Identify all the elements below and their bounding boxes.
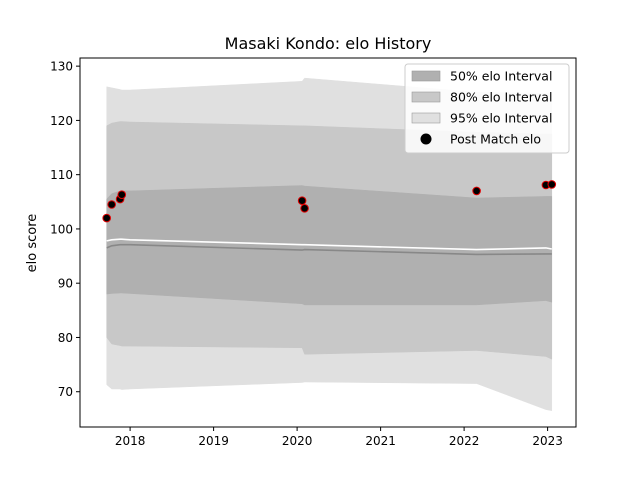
post-match-elo-point bbox=[117, 190, 127, 199]
y-tick-label: 80 bbox=[58, 331, 73, 345]
y-tick-label: 70 bbox=[58, 385, 73, 399]
y-tick-label: 100 bbox=[50, 222, 73, 236]
post-match-elo-point bbox=[300, 204, 309, 213]
post-match-elo-point bbox=[102, 213, 111, 223]
mean-elo-line bbox=[106, 243, 552, 256]
legend: 50% elo Interval 80% elo Interval 95% elo … bbox=[404, 63, 570, 154]
legend-marker-post-match-elo bbox=[420, 133, 432, 145]
x-tick-label: 2019 bbox=[198, 434, 229, 448]
post-match-elo-point bbox=[107, 200, 116, 209]
y-tick-label: 130 bbox=[50, 60, 73, 74]
legend-box bbox=[404, 63, 570, 154]
post-match-elo-point bbox=[472, 186, 481, 196]
legend-label: Post Match elo bbox=[450, 132, 541, 147]
post-match-elo-point bbox=[297, 196, 307, 205]
legend-swatch bbox=[411, 70, 441, 82]
y-tick-label: 120 bbox=[50, 114, 73, 128]
y-tick-label: 90 bbox=[58, 277, 73, 291]
x-tick-label: 2021 bbox=[365, 434, 396, 448]
chart-title: Masaki Kondo: elo History bbox=[225, 34, 432, 53]
axes-frame bbox=[79, 57, 577, 428]
legend-label: 50% elo Interval bbox=[450, 69, 552, 84]
y-axis-label: elo score bbox=[25, 214, 40, 273]
legend-label: 95% elo Interval bbox=[450, 111, 552, 126]
legend-swatch bbox=[411, 112, 441, 124]
highlight-elo-line bbox=[106, 238, 552, 251]
post-match-elo-point bbox=[547, 180, 557, 189]
legend-swatch bbox=[411, 91, 441, 103]
y-tick-label: 110 bbox=[50, 168, 73, 182]
x-tick-label: 2018 bbox=[115, 434, 146, 448]
plot-area bbox=[102, 77, 557, 412]
legend-label: 80% elo Interval bbox=[450, 90, 552, 105]
x-tick-label: 2020 bbox=[282, 434, 313, 448]
x-tick-label: 2022 bbox=[449, 434, 480, 448]
axes: 2018 2019 2020 2021 2022 2023 70 80 90 100 110 120 1… bbox=[50, 57, 577, 448]
x-tick-label: 2023 bbox=[532, 434, 563, 448]
